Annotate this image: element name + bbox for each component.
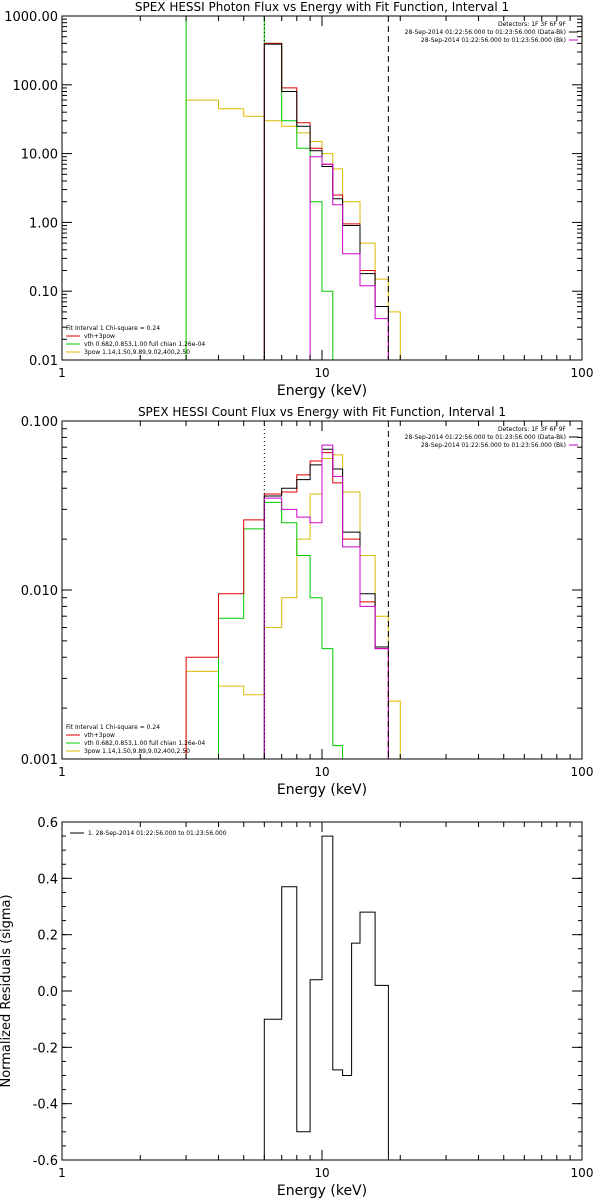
- chart-title: SPEX HESSI Count Flux vs Energy with Fit…: [138, 405, 506, 419]
- plot-frame: [61, 15, 583, 361]
- y-tick-label: 0.100: [21, 415, 58, 430]
- legend-entry: 28-Sep-2014 01:22:56.000 to 01:23:56.000…: [421, 442, 566, 449]
- legend-entry: 3pow 1.14,1.50,9.89,9.02,400,2.50: [84, 748, 190, 755]
- y-tick-label: 100.00: [13, 79, 59, 94]
- series-line-5: [309, 156, 389, 360]
- y-tick-label: 10.00: [21, 148, 58, 163]
- x-tick-label: 1: [58, 366, 66, 380]
- chart-title: SPEX HESSI Photon Flux vs Energy with Fi…: [135, 0, 509, 14]
- legend-entry: 3pow 1.14,1.50,9.89,9.02,400,2.50: [84, 349, 190, 356]
- legend-entry: Fit Interval 1 Chi-square = 0.24: [66, 325, 160, 332]
- series-line-4: [263, 448, 389, 759]
- y-axis-label: Normalized Residuals (sigma): [0, 894, 14, 1087]
- legend-entry: 1. 28-Sep-2014 01:22:56.000 to 01:23:56.…: [88, 830, 227, 837]
- series-group: [185, 444, 401, 759]
- y-tick-label: -0.4: [33, 1098, 58, 1113]
- x-axis-label: Energy (keV): [277, 383, 367, 399]
- legend-entry: vth 0.682,0.853,1.00 full chian 1.26e-04: [84, 740, 205, 747]
- series-line-2: [185, 16, 344, 360]
- y-tick-label: -0.2: [33, 1041, 58, 1056]
- series-line-3: [185, 452, 389, 759]
- legend-entry: 28-Sep-2014 01:22:56.000 to 01:23:56.000…: [421, 37, 566, 44]
- series-line-3: [263, 42, 389, 360]
- legend-entry: vth+3pow: [84, 732, 115, 739]
- y-tick-label: 0.001: [21, 753, 58, 768]
- legend-entry: Fit Interval 1 Chi-square = 0.24: [66, 724, 160, 731]
- y-tick-label: 1000.00: [4, 10, 58, 25]
- x-tick-label: 1: [58, 1166, 66, 1180]
- legend-entry: vth 0.682,0.853,1.00 full chian 1.26e-04: [84, 341, 205, 348]
- legend-entry: 28-Sep-2014 01:22:56.000 to 01:23:56.000…: [405, 29, 566, 36]
- series-group: [263, 835, 389, 1160]
- y-tick-label: 0.4: [37, 872, 58, 887]
- chart-panel-2: [61, 420, 583, 760]
- x-tick-label: 100: [571, 765, 594, 779]
- y-tick-label: 0.0: [37, 985, 58, 1000]
- series-line-2: [218, 501, 344, 759]
- series-line-1: [185, 454, 401, 759]
- series-line-5: [263, 444, 389, 759]
- series-line-4: [263, 43, 389, 360]
- y-tick-label: 1.00: [29, 216, 58, 231]
- legend-entry: Detectors: 1F 3F 6F 9F: [498, 21, 567, 28]
- x-tick-label: 1: [58, 765, 66, 779]
- y-tick-label: 0.010: [21, 584, 58, 599]
- series-line-1: [185, 99, 401, 360]
- y-tick-label: 0.2: [37, 929, 58, 944]
- series-group: [185, 16, 401, 360]
- legend-entry: vth+3pow: [84, 333, 115, 340]
- series-line-1: [263, 835, 389, 1160]
- chart-panel-1: [61, 15, 583, 361]
- y-tick-label: 0.10: [29, 285, 58, 300]
- x-axis-label: Energy (keV): [277, 1183, 367, 1199]
- x-axis-label: Energy (keV): [277, 782, 367, 798]
- y-tick-label: 0.01: [29, 354, 58, 369]
- chart-panel-3: [61, 821, 583, 1161]
- y-tick-label: 0.6: [37, 816, 58, 831]
- x-tick-label: 10: [314, 1166, 329, 1180]
- legend-entry: 28-Sep-2014 01:22:56.000 to 01:23:56.000…: [405, 434, 566, 441]
- x-tick-label: 100: [571, 366, 594, 380]
- y-tick-label: -0.6: [33, 1154, 58, 1169]
- x-tick-label: 10: [314, 366, 329, 380]
- x-tick-label: 100: [571, 1166, 594, 1180]
- legend-entry: Detectors: 1F 3F 6F 9F: [498, 426, 567, 433]
- x-tick-label: 10: [314, 765, 329, 779]
